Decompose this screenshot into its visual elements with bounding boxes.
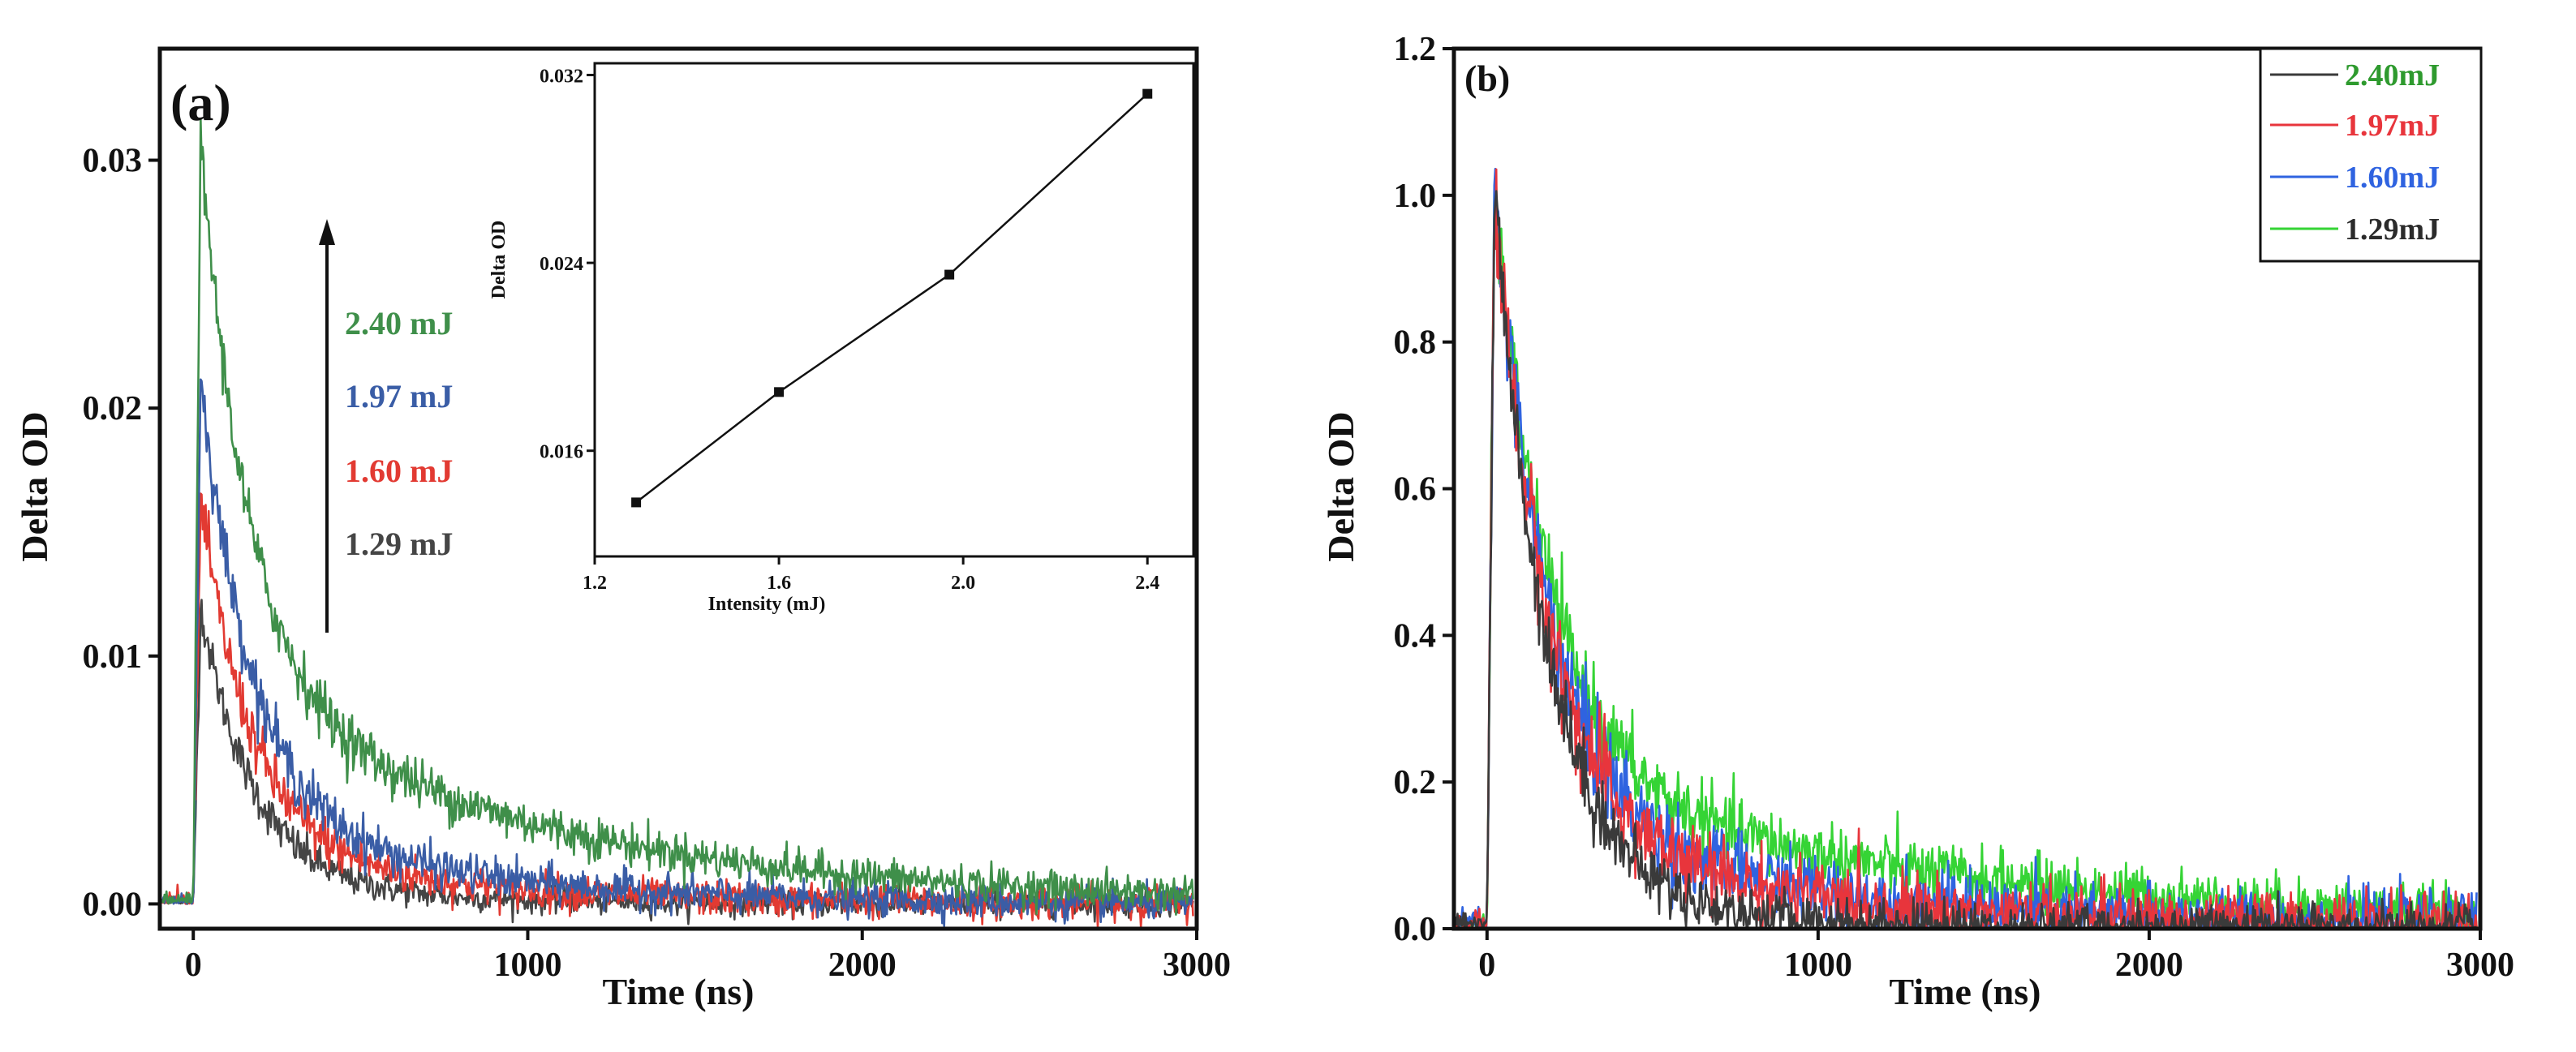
- panel-a-series-2.40mJ: [160, 118, 1194, 916]
- panel-b-y-tick-label: 1.2: [1394, 31, 1437, 68]
- panel-b-label: (b): [1464, 58, 1510, 99]
- legend-label-2.40: 2.40mJ: [2345, 58, 2440, 92]
- inset-ticks: 1.2 1.6 2.0 2.4 0.016 0.024 0.032: [540, 66, 1159, 594]
- panel-b-series-1.29mJ: [1454, 184, 2478, 929]
- panel-a-ticks: 0 1000 2000 3000 0.00 0.01 0.02 0.03: [83, 143, 1232, 984]
- panel-a-label-1.29: 1.29 mJ: [345, 526, 453, 562]
- panel-b-y-tick-label: 0.8: [1394, 324, 1437, 362]
- legend-label-1.60: 1.60mJ: [2345, 161, 2440, 195]
- inset-data-group: [631, 88, 1153, 508]
- inset-point: [944, 269, 955, 280]
- panel-a-series-1.29mJ: [160, 599, 1194, 925]
- panel-b-y-tick-label: 0.6: [1394, 471, 1437, 509]
- inset-point: [1142, 88, 1153, 99]
- inset-point: [631, 497, 642, 508]
- panel-a-x-axis-label: Time (ns): [603, 971, 755, 1012]
- panel-b-y-tick-label: 0.4: [1394, 617, 1437, 655]
- inset-y-tick-label: 0.032: [540, 66, 583, 87]
- panel-a-x-tick-label: 3000: [1163, 947, 1231, 984]
- inset-x-tick-label: 2.0: [951, 573, 975, 594]
- panel-b-ticks: 0 1000 2000 3000 0.0 0.2 0.4 0.6 0.8 1.0 1.2: [1394, 31, 2515, 984]
- panel-a-label-1.97: 1.97 mJ: [345, 378, 453, 414]
- panel-a-series-group: [160, 118, 1194, 929]
- panel-a-y-tick-label: 0.00: [83, 886, 143, 923]
- legend-box: [2259, 47, 2483, 263]
- inset-background: [594, 63, 1194, 574]
- panel-a-label-1.60: 1.60 mJ: [345, 453, 453, 489]
- panel-b-x-tick-label: 0: [1478, 947, 1495, 984]
- inset-x-tick-label: 1.2: [583, 573, 607, 594]
- panel-a-inset-chart: 1.2 1.6 2.0 2.4 0.016 0.024 0.032 Intensity (m…: [488, 62, 1195, 615]
- panel-a-y-tick-label: 0.01: [83, 638, 143, 676]
- panel-a-label-2.40: 2.40 mJ: [345, 305, 453, 341]
- panel-a-series-1.97mJ: [160, 378, 1194, 928]
- panel-a-x-tick-label: 0: [185, 947, 202, 984]
- panel-b-x-tick-label: 3000: [2446, 947, 2514, 984]
- panel-b-series-1.60mJ: [1454, 167, 2478, 929]
- inset-y-tick-label: 0.024: [540, 254, 583, 275]
- panel-a-y-tick-label: 0.02: [83, 390, 143, 427]
- panel-b-series-1.97mJ: [1454, 168, 2478, 929]
- inset-line: [635, 92, 1149, 504]
- panel-b-legend: 2.40mJ 1.97mJ 1.60mJ 1.29mJ: [2259, 47, 2483, 263]
- panel-b-y-tick-label: 0.2: [1394, 764, 1437, 801]
- panel-a-arrow-head-icon: [319, 219, 335, 245]
- panel-b-y-tick-label: 1.0: [1394, 178, 1437, 215]
- panel-a-x-tick-label: 1000: [493, 947, 561, 984]
- panel-b-series-2.40mJ: [1454, 190, 2477, 929]
- panel-a-chart: 0 1000 2000 3000 0.00 0.01 0.02 0.03 (a) Time (…: [14, 46, 1232, 1012]
- panel-b-chart: 0 1000 2000 3000 0.0 0.2 0.4 0.6 0.8 1.0 1.2 (b) T…: [1320, 31, 2514, 1012]
- panel-b-series-group: [1454, 167, 2478, 929]
- panel-b-y-axis-label: Delta OD: [1320, 411, 1361, 561]
- panel-a-y-axis-label: Delta OD: [14, 411, 55, 561]
- panel-b-x-tick-label: 2000: [2115, 947, 2183, 984]
- inset-plot-frame: [593, 62, 1195, 558]
- panel-a-y-tick-label: 0.03: [83, 143, 143, 180]
- inset-x-axis-label: Intensity (mJ): [708, 594, 826, 615]
- panel-b-x-axis-label: Time (ns): [1890, 971, 2041, 1012]
- panel-a-label: (a): [170, 74, 231, 131]
- panel-a-plot-frame: [157, 46, 1199, 931]
- panel-b-y-tick-label: 0.0: [1394, 911, 1437, 948]
- inset-x-tick-label: 1.6: [767, 573, 791, 594]
- legend-label-1.29: 1.29mJ: [2345, 213, 2440, 247]
- inset-y-tick-label: 0.016: [540, 442, 583, 463]
- inset-y-axis-label: Delta OD: [488, 221, 510, 299]
- panel-a-x-tick-label: 2000: [828, 947, 897, 984]
- panel-b-x-tick-label: 1000: [1784, 947, 1852, 984]
- inset-x-tick-label: 2.4: [1135, 573, 1159, 594]
- legend-label-1.97: 1.97mJ: [2345, 109, 2440, 143]
- inset-point: [774, 387, 785, 397]
